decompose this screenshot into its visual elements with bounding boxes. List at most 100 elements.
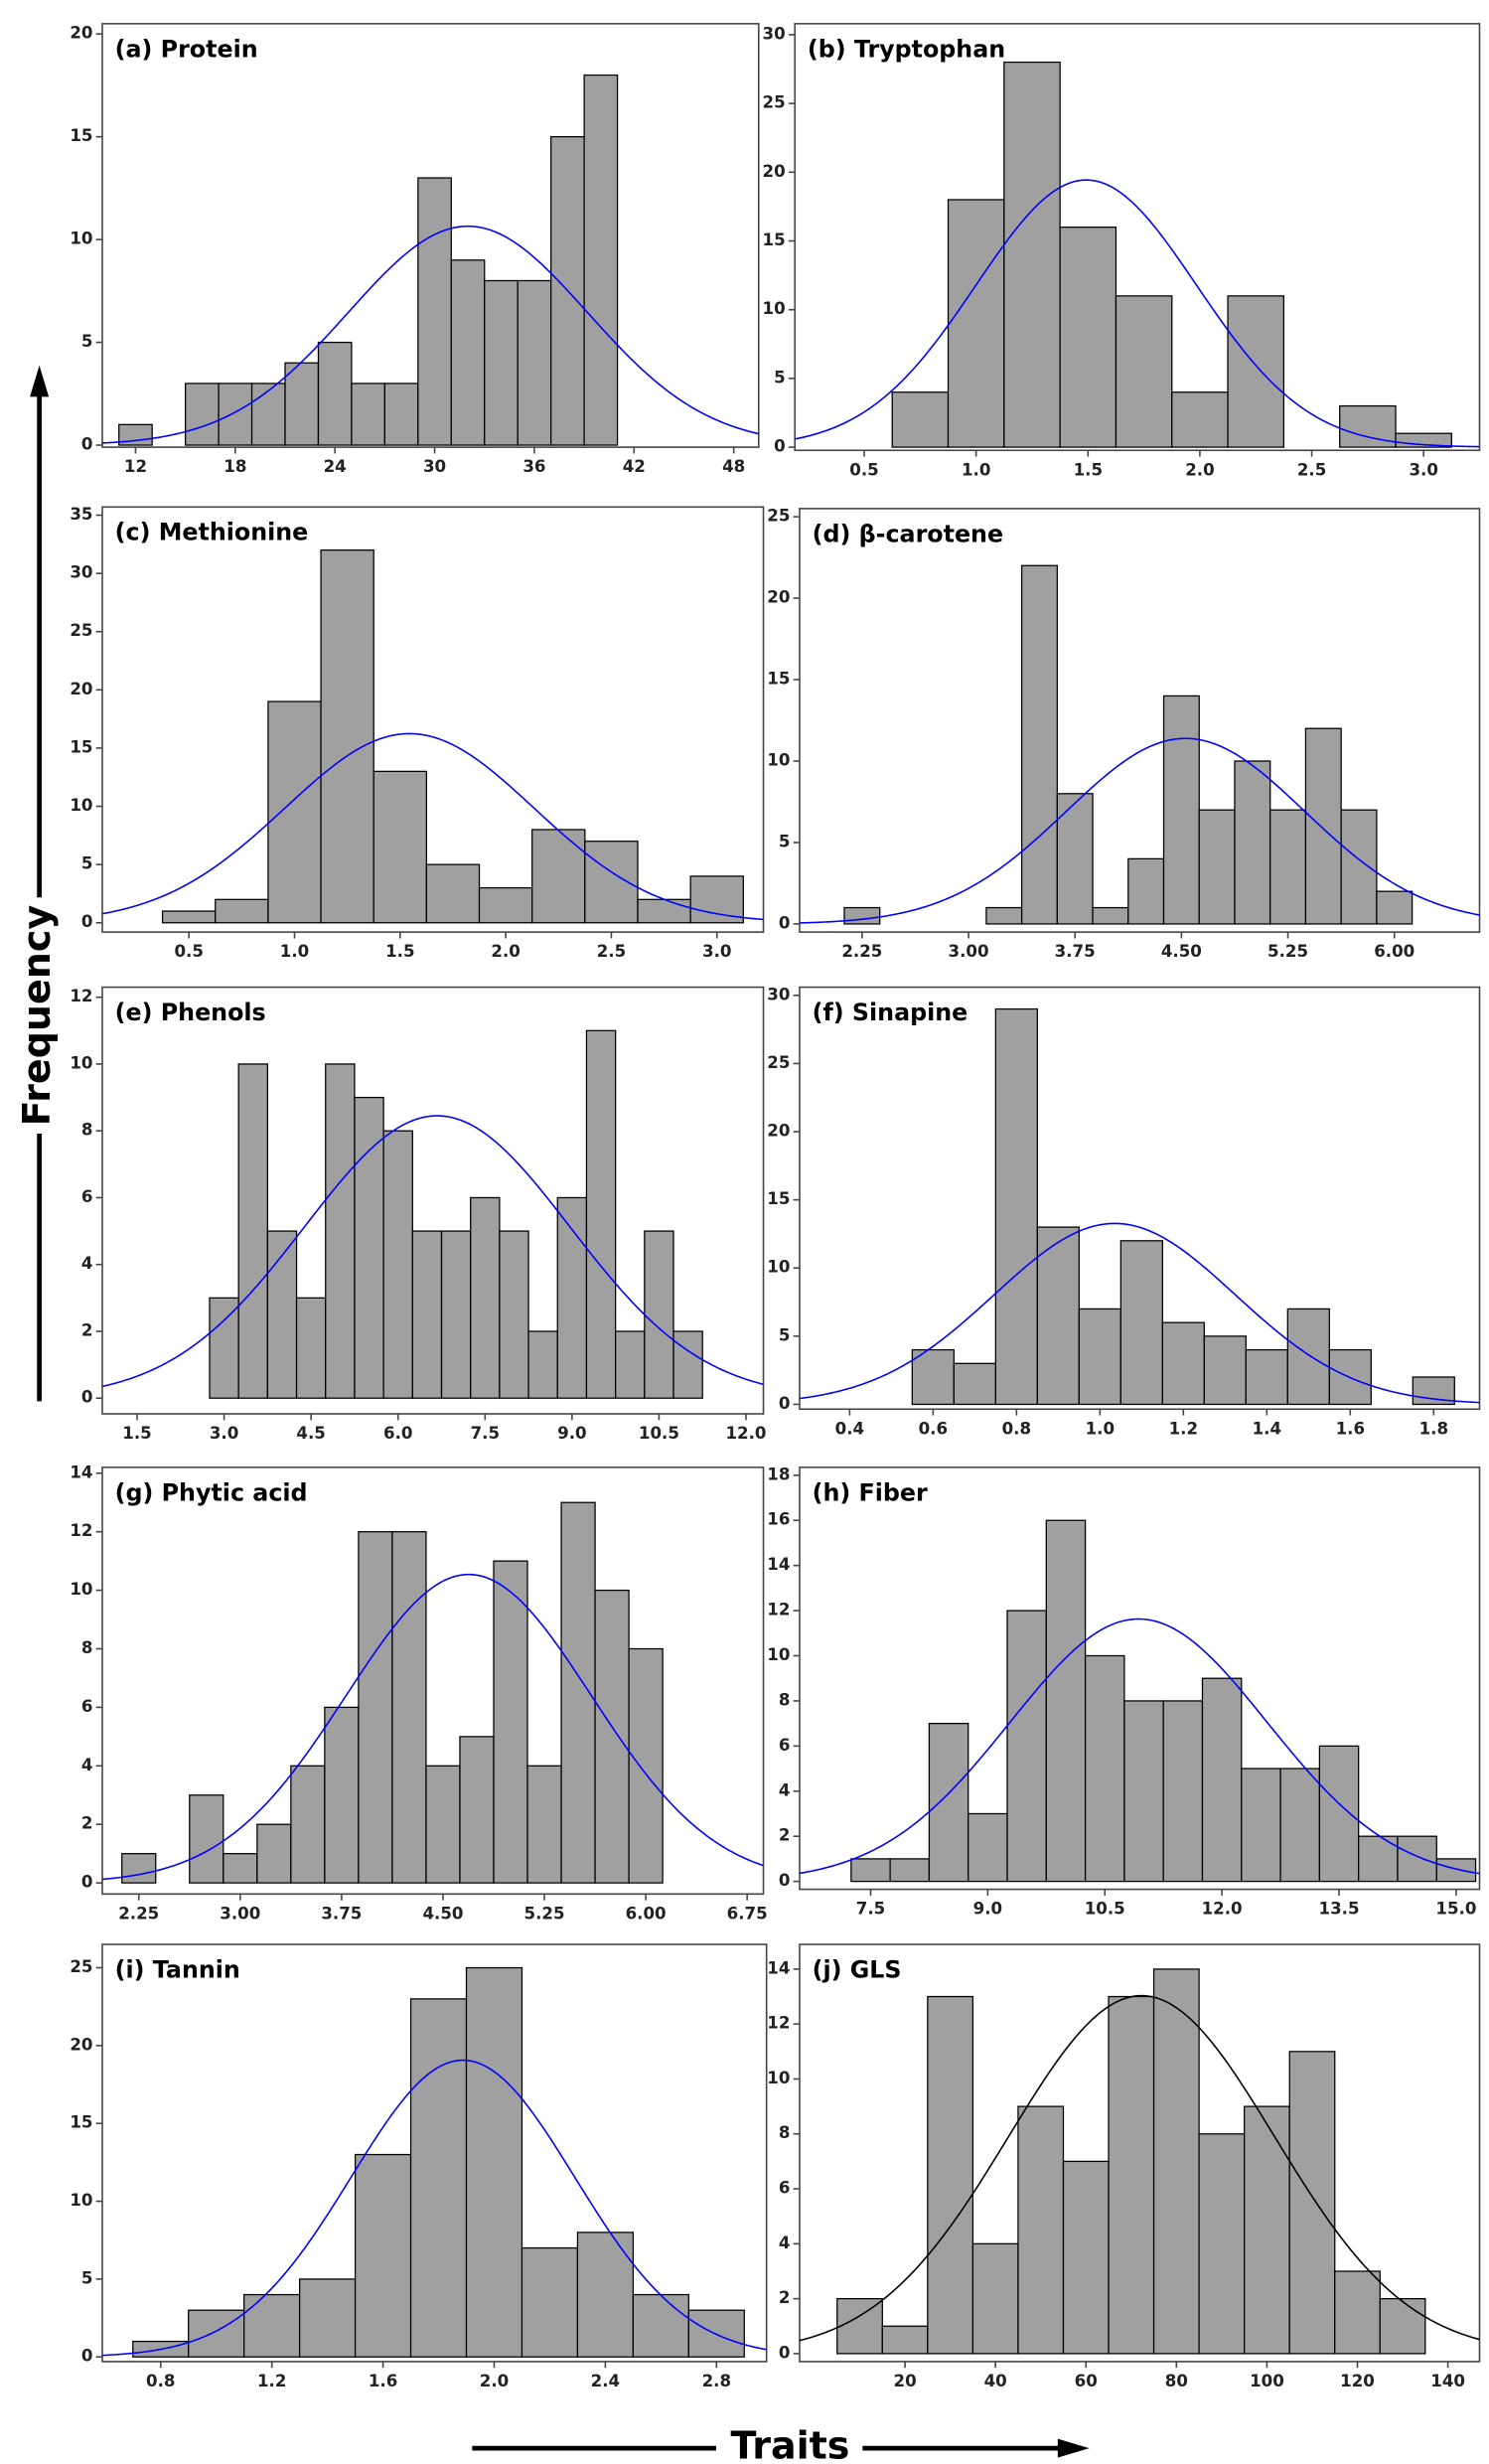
x-tick-label: 10.5 (639, 1424, 679, 1443)
y-tick-label: 15 (767, 670, 790, 689)
x-tick-label: 7.5 (856, 1900, 885, 1919)
y-tick-label: 20 (70, 2035, 92, 2054)
bar (891, 391, 950, 448)
y-tick-label: 15 (70, 2113, 92, 2132)
bar (994, 1007, 1038, 1406)
x-tick-label: 0.6 (919, 1419, 948, 1438)
bar (121, 1853, 157, 1884)
x-tick-label: 5.25 (1267, 942, 1308, 961)
bar (417, 177, 452, 446)
x-tick-label: 1.5 (122, 1424, 151, 1443)
bar (358, 1531, 393, 1884)
bar (425, 863, 481, 924)
bar (1092, 906, 1129, 925)
y-tick-label: 8 (779, 2123, 791, 2142)
fit-curve (101, 225, 759, 444)
bar (928, 1723, 969, 1883)
y-tick-label: 10 (767, 1645, 790, 1664)
x-tick-label: 0.8 (1002, 1419, 1031, 1438)
fit-curve (795, 179, 1480, 448)
bar (317, 341, 353, 446)
bar (425, 1765, 461, 1884)
x-tick-label: 7.5 (471, 1424, 500, 1443)
fit-curve (101, 2059, 767, 2357)
x-tick-label: 0.8 (146, 2372, 175, 2390)
x-tick-label: 3.0 (702, 942, 731, 961)
bar (185, 383, 220, 446)
y-tick-label: 18 (767, 1464, 790, 1483)
y-tick-label: 10 (767, 751, 790, 770)
y-tick-label: 0 (774, 437, 786, 456)
y-tick-label: 10 (767, 2069, 790, 2087)
bar (383, 383, 419, 446)
bar (517, 279, 552, 446)
y-tick-label: 0 (779, 1871, 791, 1890)
x-tick-label: 0.5 (849, 460, 878, 479)
bar (1198, 809, 1236, 925)
bar (354, 1096, 384, 1399)
y-tick-label: 0 (81, 912, 93, 931)
bar (209, 1297, 239, 1399)
y-tick-label: 25 (763, 93, 786, 112)
x-tick-label: 42 (623, 457, 646, 476)
bar (1162, 694, 1200, 925)
y-tick-label: 6 (779, 2179, 791, 2198)
x-tick-label: 9.0 (973, 1900, 1002, 1919)
bar (391, 1531, 427, 1884)
y-tick-label: 0 (779, 1394, 791, 1413)
y-tick-label: 20 (767, 1122, 790, 1141)
bar (459, 1736, 495, 1884)
bar (256, 1823, 292, 1884)
y-tick-label: 5 (81, 854, 93, 873)
y-tick-label: 0 (81, 1388, 93, 1407)
panel: 0 5 10 15 20 25 30 35 0.5 1.0 1.5 2.0 2.5 3.0 (c) Meth… (70, 505, 765, 961)
y-tick-label: 10 (70, 1053, 92, 1072)
y-tick-label: 2 (779, 2288, 791, 2307)
bar (1227, 295, 1285, 448)
x-tick-label: 1.5 (1074, 460, 1103, 479)
bar (672, 1330, 703, 1399)
bar (556, 1196, 588, 1399)
x-tick-label: 15.0 (1435, 1900, 1476, 1919)
y-tick-label: 35 (70, 505, 92, 524)
panel: 0 5 10 15 20 25 30 0.4 0.6 0.8 1.0 1.2 1.4 1.6 1.8 (f) … (767, 985, 1481, 1438)
bar (1084, 1654, 1125, 1883)
x-axis-label: Traits (730, 2424, 849, 2464)
y-tick-label: 10 (70, 2191, 92, 2210)
x-tick-label: 1.0 (1086, 1419, 1115, 1438)
y-tick-label: 4 (81, 1756, 93, 1774)
bar (1288, 2051, 1336, 2355)
panel: 0 5 10 15 20 25 0.8 1.2 1.6 2.0 2.4 2.8 (i) Tannin (70, 1943, 768, 2390)
bar (188, 2309, 245, 2358)
bar (881, 2325, 929, 2355)
y-tick-label: 20 (767, 588, 790, 607)
y-tick-label: 2 (779, 1826, 791, 1845)
bar (493, 1560, 528, 1884)
x-tick-label: 10.5 (1085, 1900, 1125, 1919)
y-tick-label: 10 (70, 1580, 92, 1599)
y-tick-label: 4 (779, 1780, 791, 1799)
bar (1279, 1768, 1321, 1883)
bar (1119, 1240, 1163, 1406)
bar (843, 906, 881, 925)
bar (985, 906, 1023, 925)
bar (1334, 2270, 1381, 2355)
x-tick-label: 4.5 (296, 1424, 325, 1443)
x-tick-label: 60 (1075, 2372, 1098, 2390)
bar (1003, 61, 1061, 448)
y-tick-label: 20 (70, 680, 92, 698)
bar (615, 1330, 646, 1399)
bar (351, 383, 386, 446)
panel-title: (b) Tryptophan (808, 35, 1005, 63)
bar (644, 1230, 674, 1399)
bar (1036, 1226, 1080, 1406)
bar (1198, 2133, 1246, 2355)
y-tick-label: 10 (767, 1258, 790, 1277)
x-tick-label: 5.25 (524, 1904, 565, 1923)
y-axis-label: Frequency (15, 905, 59, 1127)
y-tick-label: 0 (779, 2343, 791, 2362)
y-tick-label: 15 (763, 231, 786, 249)
x-tick-label: 3.00 (949, 942, 989, 961)
bar (250, 383, 286, 446)
panel-title: (h) Fiber (813, 1478, 928, 1506)
